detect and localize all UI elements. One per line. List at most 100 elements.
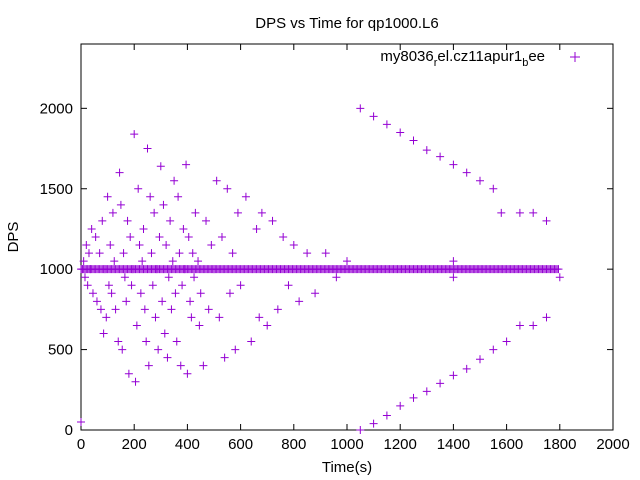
data-point bbox=[369, 112, 378, 121]
x-tick-label: 1600 bbox=[490, 436, 523, 453]
data-point bbox=[128, 265, 137, 274]
legend-text-sub2: b bbox=[522, 57, 528, 69]
data-point bbox=[321, 249, 330, 258]
data-point bbox=[148, 281, 157, 290]
data-point bbox=[289, 241, 298, 250]
data-point bbox=[303, 249, 312, 258]
data-point bbox=[542, 313, 551, 322]
x-tick-label: 200 bbox=[122, 436, 147, 453]
data-point bbox=[279, 233, 288, 241]
data-point bbox=[134, 184, 143, 193]
data-point bbox=[231, 345, 240, 354]
data-point bbox=[106, 241, 115, 250]
data-point bbox=[449, 371, 458, 380]
legend-text-mid: el.cz11apur1 bbox=[437, 48, 522, 65]
data-point bbox=[77, 417, 85, 426]
data-point bbox=[119, 249, 128, 258]
y-tick-label: 500 bbox=[48, 342, 73, 359]
data-point bbox=[156, 162, 165, 171]
data-point bbox=[489, 184, 498, 193]
data-point bbox=[191, 208, 200, 217]
data-point bbox=[396, 128, 405, 137]
data-point bbox=[449, 160, 458, 169]
y-tick-label: 2000 bbox=[40, 100, 73, 117]
data-point bbox=[449, 273, 458, 282]
data-point bbox=[139, 224, 148, 233]
data-point bbox=[356, 426, 365, 434]
data-point bbox=[162, 241, 171, 250]
x-tick-label: 1800 bbox=[543, 436, 576, 453]
data-point bbox=[207, 241, 216, 250]
data-point bbox=[476, 176, 484, 185]
data-point bbox=[217, 233, 226, 241]
x-tick-label: 400 bbox=[175, 436, 200, 453]
data-point bbox=[88, 289, 97, 298]
data-point bbox=[210, 265, 218, 274]
data-point bbox=[122, 297, 131, 306]
data-point bbox=[247, 337, 256, 346]
data-point bbox=[160, 329, 169, 338]
data-point bbox=[98, 216, 107, 225]
axis-ticks: 0 200 400 600 800 1000 1200 1400 1600 1800 2000 0 50… bbox=[40, 44, 630, 453]
data-point bbox=[196, 289, 205, 298]
data-point bbox=[187, 313, 196, 322]
data-point bbox=[422, 387, 431, 396]
data-point bbox=[124, 369, 133, 378]
data-point bbox=[409, 136, 418, 145]
data-point bbox=[108, 208, 117, 217]
data-point bbox=[180, 265, 189, 274]
data-point bbox=[555, 273, 564, 282]
data-point bbox=[111, 305, 120, 314]
data-point bbox=[529, 208, 538, 217]
data-point bbox=[175, 249, 184, 258]
data-point bbox=[104, 281, 113, 290]
data-point bbox=[462, 168, 471, 177]
data-point bbox=[179, 224, 188, 233]
data-point bbox=[255, 313, 264, 322]
data-point bbox=[422, 146, 431, 155]
data-point bbox=[84, 249, 93, 258]
data-point bbox=[174, 192, 183, 201]
x-tick-label: 600 bbox=[228, 436, 253, 453]
chart-title: DPS vs Time for qp1000.L6 bbox=[255, 15, 438, 32]
data-point bbox=[343, 257, 351, 266]
data-point bbox=[100, 265, 109, 274]
data-point bbox=[263, 321, 272, 330]
data-point bbox=[241, 192, 250, 201]
x-tick-label: 1000 bbox=[330, 436, 363, 453]
data-point bbox=[118, 345, 127, 354]
data-point bbox=[476, 355, 484, 364]
data-point bbox=[83, 281, 92, 290]
data-point bbox=[135, 241, 144, 250]
y-tick-label: 1000 bbox=[40, 261, 73, 278]
data-point bbox=[542, 216, 551, 225]
data-point bbox=[159, 200, 168, 209]
y-tick-label: 1500 bbox=[40, 181, 73, 198]
data-point bbox=[194, 257, 203, 266]
x-tick-label: 0 bbox=[77, 436, 85, 453]
data-point bbox=[126, 233, 135, 241]
data-point bbox=[311, 289, 320, 298]
data-point bbox=[515, 208, 524, 217]
data-point bbox=[515, 321, 524, 330]
data-point bbox=[436, 152, 445, 161]
data-point bbox=[95, 249, 104, 258]
data-point bbox=[396, 401, 405, 410]
data-point bbox=[212, 176, 221, 185]
data-points bbox=[77, 104, 564, 434]
data-point bbox=[102, 313, 111, 322]
data-point bbox=[190, 273, 199, 282]
data-point bbox=[168, 257, 177, 266]
data-point bbox=[489, 345, 498, 354]
x-tick-label: 800 bbox=[281, 436, 306, 453]
legend-label: my8036rel.cz11apur1bee bbox=[380, 48, 545, 69]
data-point bbox=[186, 297, 195, 306]
data-point bbox=[132, 321, 141, 330]
data-point bbox=[151, 313, 160, 322]
legend-text-main: my8036 bbox=[380, 48, 433, 65]
legend-text-sub1: r bbox=[434, 57, 438, 69]
data-point bbox=[554, 265, 563, 274]
data-point bbox=[131, 377, 140, 386]
legend: my8036rel.cz11apur1bee bbox=[380, 48, 580, 69]
x-tick-label: 2000 bbox=[596, 436, 629, 453]
